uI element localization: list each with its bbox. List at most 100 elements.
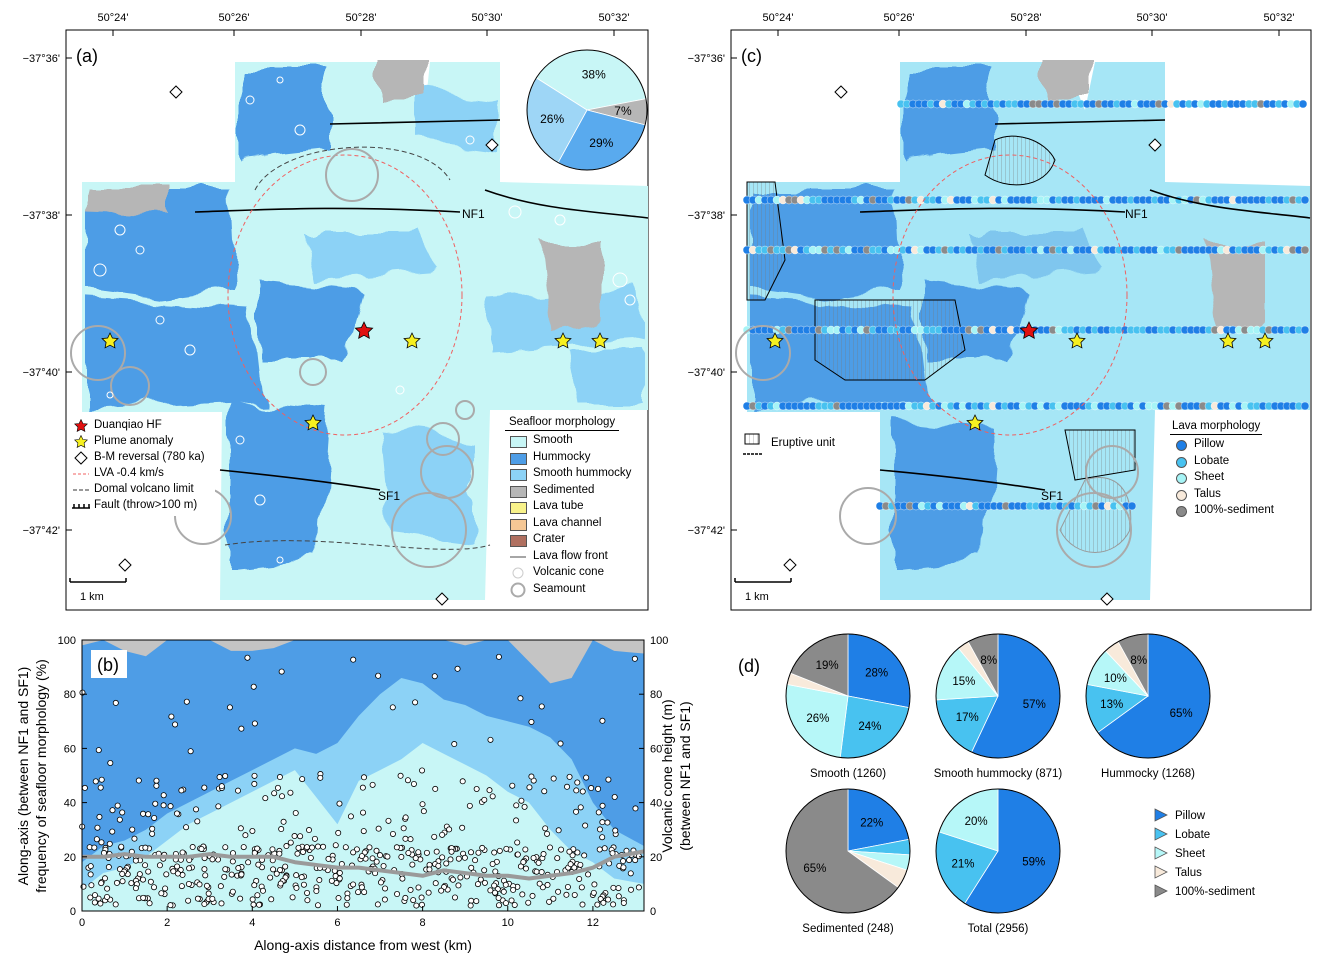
cone-point: [235, 787, 242, 794]
panel-d: (d) 28% 24% 26% 19% Smooth (1260) 57% 17% 15% 8%…: [700, 620, 1330, 956]
cone-point: [179, 849, 186, 856]
cone-point: [270, 866, 277, 873]
cone-point: [135, 777, 142, 784]
cone-point: [546, 844, 553, 851]
pie-label: 13%: [1100, 699, 1123, 711]
pie-title: Sedimented (248): [802, 923, 894, 935]
x-tick-label: 12: [587, 917, 599, 929]
cone-point: [525, 899, 532, 906]
cone-point: [538, 703, 545, 710]
cone-point: [251, 720, 258, 727]
cone-point: [581, 852, 588, 859]
cone-point: [358, 884, 365, 891]
pie-label: 26%: [806, 713, 829, 725]
cone-point: [185, 880, 192, 887]
cone-point: [590, 889, 597, 896]
cone-point: [382, 885, 389, 892]
pie-label: 65%: [1170, 708, 1193, 720]
legend-item: Sedimented: [505, 483, 645, 500]
cone-point: [267, 874, 274, 881]
cone-point: [405, 849, 412, 856]
cone-point: [486, 787, 493, 794]
cone-point: [153, 777, 160, 784]
bm-reversal-markers: [783, 85, 1162, 606]
cone-point: [303, 844, 310, 851]
lon-tick-label: 50°28': [346, 12, 377, 24]
cone-point: [528, 773, 535, 780]
cone-point: [167, 902, 174, 909]
panel-b-chart: 0 2 4 6 8 10 12 0 20 40 60 80 100 0 20 40 60 80 100 (b) Al…: [15, 635, 693, 953]
cone-point: [599, 802, 606, 809]
cone-point: [541, 788, 548, 795]
black-dashed-line-icon: [73, 489, 89, 491]
cone-point: [393, 844, 400, 851]
cone-point: [413, 902, 420, 909]
pie-title: Total (2956): [968, 923, 1029, 935]
eruptive-unit-label: Eruptive unit: [771, 437, 836, 449]
cone-point: [439, 854, 446, 861]
cone-point: [510, 886, 517, 893]
cone-point: [461, 854, 468, 861]
cone-point: [626, 857, 633, 864]
cone-point: [209, 856, 216, 863]
cone-point: [91, 899, 98, 906]
cone-point: [107, 760, 114, 767]
cone-point: [627, 870, 634, 877]
cone-point: [119, 878, 126, 885]
cone-point: [627, 886, 634, 893]
cone-point: [294, 850, 301, 857]
pie-label: 65%: [803, 863, 826, 875]
cone-point: [491, 849, 498, 856]
legend-label: Talus: [1194, 487, 1221, 500]
legend-c-items: Pillow Lobate Sheet Talus 100%-sediment: [1170, 437, 1294, 520]
cone-point: [412, 699, 419, 706]
cone-point: [151, 814, 158, 821]
legend-label: Lobate: [1175, 829, 1210, 841]
pie-chart: 65% 13% 10%8% Hummocky (1268): [1085, 633, 1211, 780]
cone-point: [250, 683, 257, 690]
cone-point: [222, 866, 229, 873]
lon-tick-label: 50°24': [98, 12, 129, 24]
cone-point: [344, 895, 351, 902]
red-star-icon: [74, 419, 88, 432]
survey-lines: [742, 99, 1310, 511]
cone-point: [558, 846, 565, 853]
cone-point: [542, 825, 549, 832]
cone-point: [291, 833, 298, 840]
cone-point: [571, 891, 578, 898]
color-swatch: [510, 436, 527, 448]
legend-swatch: [1154, 808, 1168, 822]
nf1-label: NF1: [1125, 207, 1148, 221]
legend-label: Lobate: [1194, 454, 1230, 467]
cone-point: [355, 889, 362, 896]
y2-tick-label: 40: [650, 798, 662, 810]
seamount-icon: [510, 582, 526, 597]
cone-point: [420, 808, 427, 815]
cone-point: [240, 844, 247, 851]
cone-point: [481, 796, 488, 803]
cone-point: [468, 849, 475, 856]
cone-point: [577, 861, 584, 868]
lva-ellipse: [892, 154, 1128, 436]
legend-d: Pillow Lobate Sheet Talus 100%-sediment: [1154, 808, 1256, 898]
legend-swatch: [1154, 884, 1168, 898]
legend-label: Pillow: [1194, 438, 1225, 450]
cone-point: [112, 699, 119, 706]
legend-title: Lava morphology: [1170, 418, 1263, 435]
lat-tick-label: −37°40': [23, 367, 60, 379]
legend-label: Smooth hummocky: [533, 467, 632, 479]
cone-point: [447, 856, 454, 863]
cone-point: [149, 830, 156, 837]
cone-point: [375, 672, 382, 679]
cone-point: [432, 880, 439, 887]
cone-point: [116, 816, 123, 823]
legend-item: Smooth: [505, 433, 645, 450]
lon-tick-label: 50°32': [599, 12, 630, 24]
cone-point: [481, 879, 488, 886]
y-axis-title-1: Along-axis (between NF1 and SF1): [15, 667, 31, 886]
cone-point: [88, 882, 95, 889]
cone-point: [333, 880, 340, 887]
cone-point: [522, 865, 529, 872]
y2-axis-title-1: Volcanic cone height (m): [659, 699, 675, 852]
cone-point: [132, 857, 139, 864]
